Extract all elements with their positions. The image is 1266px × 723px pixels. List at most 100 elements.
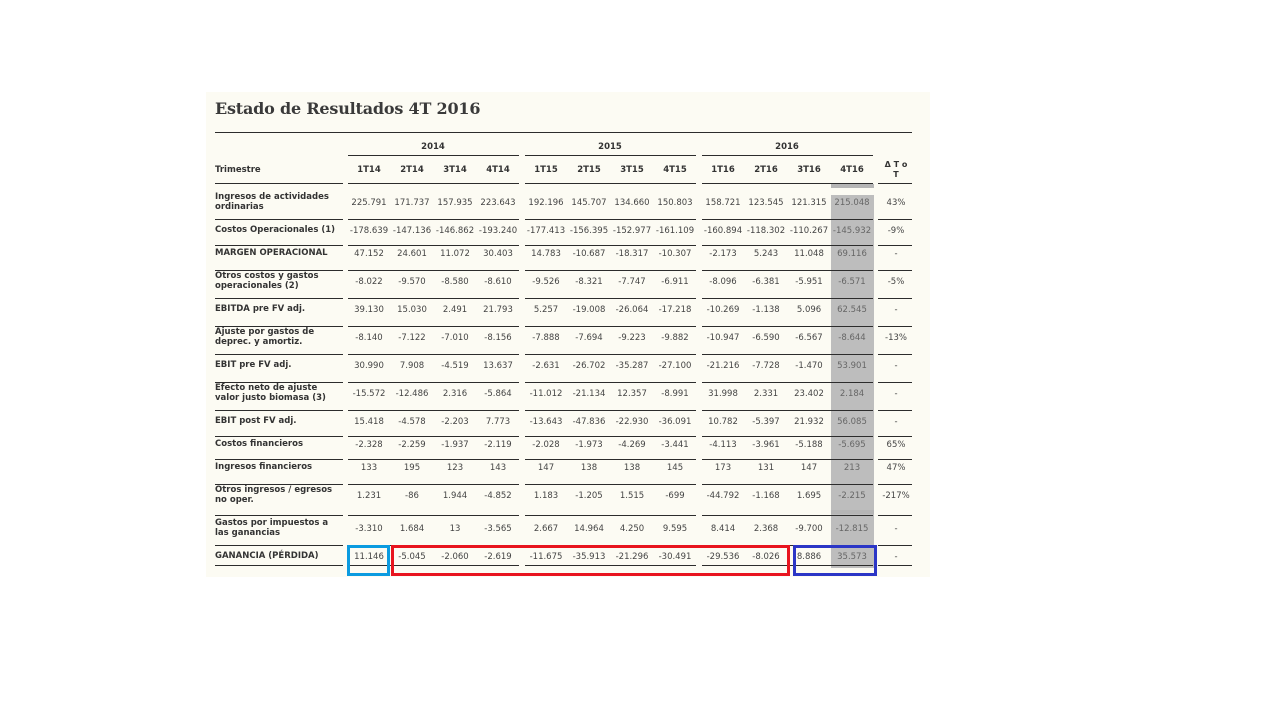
table-cell: -7.122 xyxy=(398,333,426,343)
table-cell: 2.667 xyxy=(533,524,559,534)
delta-header: Δ T o T xyxy=(884,160,908,179)
table-cell: -6.911 xyxy=(661,277,689,287)
table-cell: 192.196 xyxy=(528,198,564,208)
table-cell: -5.045 xyxy=(398,552,426,562)
table-cell: -8.140 xyxy=(355,333,383,343)
table-cell: 4.250 xyxy=(619,524,645,534)
table-cell: 121.315 xyxy=(791,198,827,208)
row-rule xyxy=(215,245,343,246)
row-rule xyxy=(215,436,343,437)
quarter-header: 3T14 xyxy=(443,165,467,175)
row-rule xyxy=(215,298,343,299)
table-cell: -10.307 xyxy=(658,249,692,259)
table-cell: -35.913 xyxy=(572,552,606,562)
table-cell: -4.113 xyxy=(709,440,737,450)
row-label: Otros costos y gastos operacionales (2) xyxy=(215,271,319,291)
row-label: Ajuste por gastos de deprec. y amortiz. xyxy=(215,327,315,347)
row-rule xyxy=(878,298,912,299)
table-cell: 147 xyxy=(800,463,818,473)
header-rule xyxy=(878,183,912,184)
table-cell: -22.930 xyxy=(615,417,649,427)
table-cell: -26.702 xyxy=(572,361,606,371)
table-cell: -6.590 xyxy=(752,333,780,343)
row-label: GANANCIA (PÉRDIDA) xyxy=(215,551,319,561)
table-cell: -147.136 xyxy=(392,226,432,236)
row-rule xyxy=(215,326,343,327)
row-rule xyxy=(215,219,343,220)
table-cell: 1.183 xyxy=(533,491,559,501)
annotation-box-red xyxy=(391,545,790,576)
row-rule xyxy=(348,484,519,485)
row-rule xyxy=(525,245,696,246)
table-cell: -7.728 xyxy=(752,361,780,371)
table-cell: -1.205 xyxy=(575,491,603,501)
table-cell: 7.908 xyxy=(399,361,425,371)
table-cell: -4.519 xyxy=(441,361,469,371)
table-cell: -9.526 xyxy=(532,277,560,287)
row-rule xyxy=(525,354,696,355)
table-cell: -8.580 xyxy=(441,277,469,287)
row-rule xyxy=(525,436,696,437)
table-cell: 225.791 xyxy=(351,198,387,208)
highlight-column-4t16 xyxy=(831,195,874,568)
table-cell: -12.815 xyxy=(835,524,869,534)
table-cell: -145.932 xyxy=(832,226,872,236)
row-rule xyxy=(215,382,343,383)
table-cell: -9.223 xyxy=(618,333,646,343)
delta-cell: 47% xyxy=(886,463,906,473)
table-cell: 158.721 xyxy=(705,198,741,208)
table-cell: -12.486 xyxy=(395,389,429,399)
table-cell: 15.418 xyxy=(354,417,384,427)
table-cell: -8.644 xyxy=(838,333,866,343)
table-cell: -21.134 xyxy=(572,389,606,399)
table-cell: 11.146 xyxy=(354,552,384,562)
row-label: Ingresos financieros xyxy=(215,462,313,472)
table-cell: 11.048 xyxy=(794,249,824,259)
table-cell: -2.259 xyxy=(398,440,426,450)
report-title: Estado de Resultados 4T 2016 xyxy=(215,99,481,118)
table-cell: -4.269 xyxy=(618,440,646,450)
delta-cell: - xyxy=(894,305,898,315)
table-cell: 1.944 xyxy=(442,491,468,501)
row-label: Costos Operacionales (1) xyxy=(215,225,336,235)
table-cell: -6.567 xyxy=(795,333,823,343)
quarter-header: 2T16 xyxy=(754,165,778,175)
table-cell: 7.773 xyxy=(485,417,511,427)
row-rule xyxy=(878,270,912,271)
row-rule xyxy=(702,245,873,246)
table-cell: -7.747 xyxy=(618,277,646,287)
table-cell: 138 xyxy=(623,463,641,473)
table-cell: 1.695 xyxy=(796,491,822,501)
table-cell: 213 xyxy=(843,463,861,473)
row-rule xyxy=(878,436,912,437)
table-cell: -26.064 xyxy=(615,305,649,315)
row-rule xyxy=(348,436,519,437)
table-cell: -177.413 xyxy=(526,226,566,236)
table-cell: -4.578 xyxy=(398,417,426,427)
table-cell: 47.152 xyxy=(354,249,384,259)
table-cell: -5.188 xyxy=(795,440,823,450)
row-rule xyxy=(215,270,343,271)
row-rule xyxy=(878,219,912,220)
table-cell: 30.403 xyxy=(483,249,513,259)
table-cell: -47.836 xyxy=(572,417,606,427)
table-cell: -36.091 xyxy=(658,417,692,427)
row-rule xyxy=(525,326,696,327)
row-rule xyxy=(702,298,873,299)
table-cell: 1.684 xyxy=(399,524,425,534)
delta-cell: -9% xyxy=(887,226,905,236)
table-cell: -5.695 xyxy=(838,440,866,450)
table-cell: 24.601 xyxy=(397,249,427,259)
year-header: 2015 xyxy=(598,142,622,152)
table-cell: 173 xyxy=(714,463,732,473)
header-rule xyxy=(215,183,343,184)
table-cell: -1.937 xyxy=(441,440,469,450)
table-cell: -2.173 xyxy=(709,249,737,259)
delta-cell: - xyxy=(894,552,898,562)
table-cell: -5.397 xyxy=(752,417,780,427)
table-cell: -1.973 xyxy=(575,440,603,450)
row-rule xyxy=(878,326,912,327)
table-cell: -8.022 xyxy=(355,277,383,287)
delta-cell: -217% xyxy=(882,491,910,501)
row-rule xyxy=(348,298,519,299)
